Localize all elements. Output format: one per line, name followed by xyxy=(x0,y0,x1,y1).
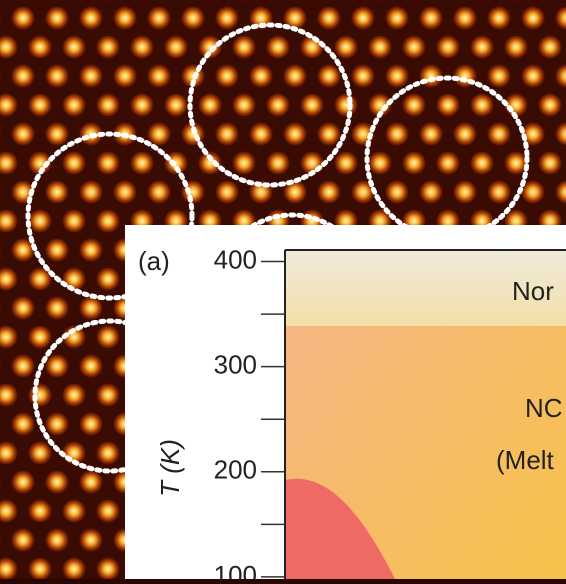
region-label: (Melt xyxy=(496,445,555,475)
figure-label: (a) xyxy=(138,246,170,276)
y-tick-label: 200 xyxy=(214,455,257,485)
figure: (a) T (K) Nor NC (Melt 400 300 200 100 xyxy=(0,0,566,579)
page: {"figure_label": "(a)", "chart_data": {"… xyxy=(0,0,566,579)
y-axis-label: T (K) xyxy=(155,439,185,497)
region-label: Nor xyxy=(512,276,554,306)
y-tick-label: 300 xyxy=(214,350,257,380)
y-tick-label: 400 xyxy=(214,244,257,274)
y-tick-label: 100 xyxy=(214,560,257,579)
region-label: NC xyxy=(525,393,563,423)
phase-diagram: (a) T (K) Nor NC (Melt 400 300 200 100 xyxy=(125,225,566,579)
